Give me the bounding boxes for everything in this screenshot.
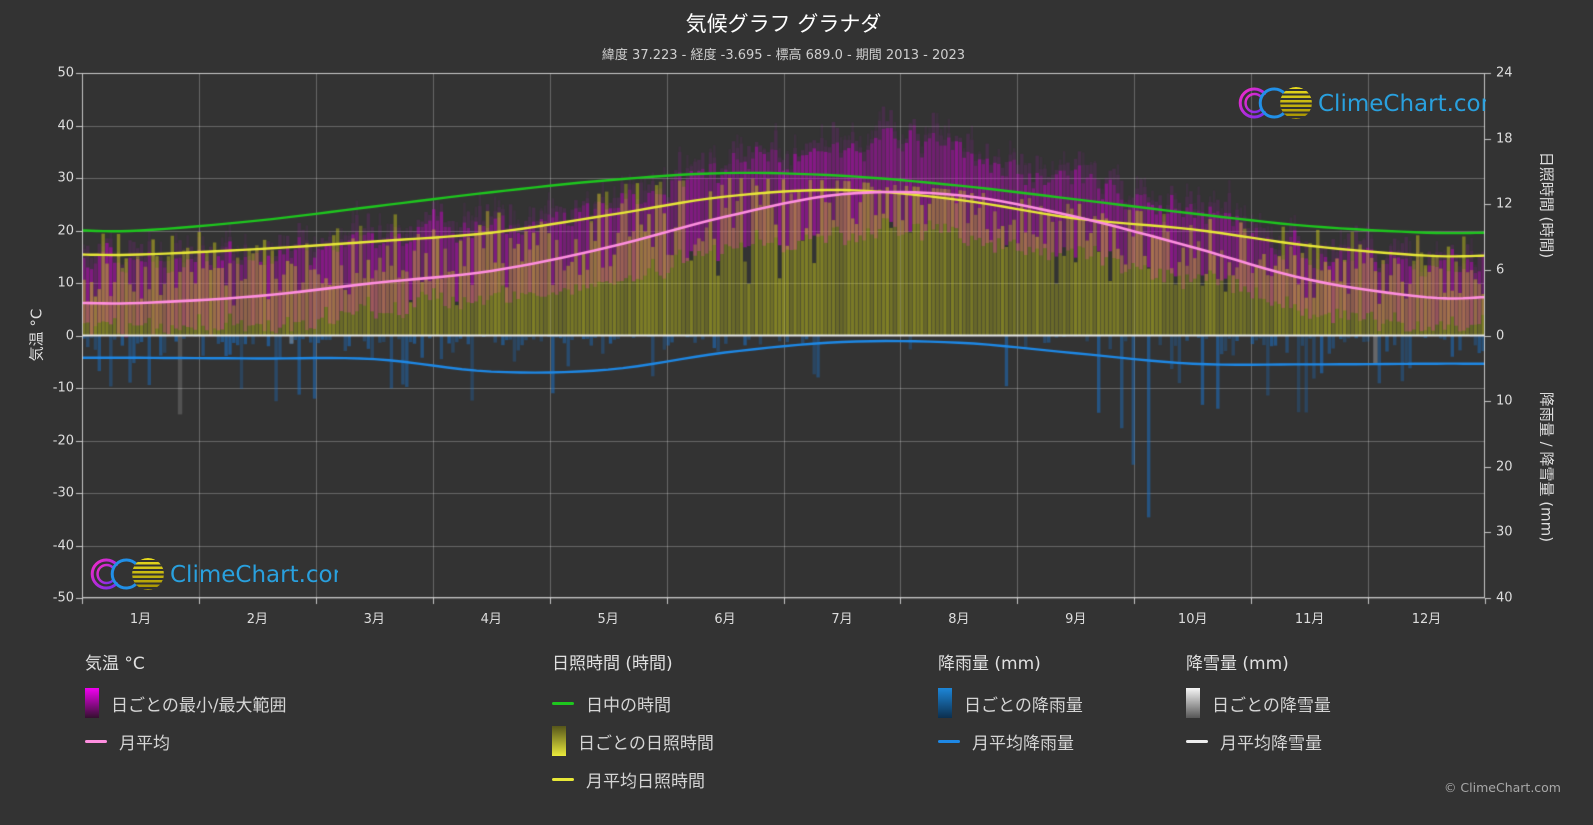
legend-title-temperature: 気温 °C [85,654,145,674]
copyright-text: © ClimeChart.com [1443,780,1561,795]
legend-group-sunshine: 日照時間 (時間) 日中の時間 日ごとの日照時間 月平均日照時間 [552,650,714,798]
sunshine-mean-line-icon [552,777,574,781]
sunshine-bar-swatch-icon [552,726,566,756]
snow-mean-line-icon [1186,739,1208,743]
logo-sun-ball-icon [132,558,164,590]
legend-title-snowfall: 降雪量 (mm) [1186,654,1289,674]
page-title: 気候グラフ グラナダ [685,12,882,36]
logo-rings-icon [90,558,138,590]
legend-item-temp-mean: 月平均 [85,722,287,760]
legend-label: 月平均日照時間 [586,771,705,792]
legend-label: 日中の時間 [586,695,671,716]
temp-mean-line-icon [85,739,107,743]
legend-label: 日ごとの降雨量 [964,695,1083,716]
legend-item-temp-range: 日ごとの最小/最大範囲 [85,684,287,722]
legend-item-rain-daily: 日ごとの降雨量 [938,684,1083,722]
legend-label: 日ごとの最小/最大範囲 [111,695,287,716]
sun-axis-title: 日照時間 (時間) [1537,151,1556,259]
logo-rings-icon [1238,87,1286,119]
daylight-line-icon [552,701,574,705]
precip-axis-title: 降雨量 / 降雪量 (mm) [1537,391,1556,543]
watermark-text: ClimeChart.com [170,562,338,588]
legend-item-sunshine-mean: 月平均日照時間 [552,760,714,798]
legend-group-snowfall: 降雪量 (mm) 日ごとの降雪量 月平均降雪量 [1186,650,1331,760]
legend-item-rain-mean: 月平均降雨量 [938,722,1083,760]
legend-item-sunshine-daily: 日ごとの日照時間 [552,722,714,760]
legend-label: 月平均 [119,733,170,754]
snow-bar-swatch-icon [1186,688,1200,718]
climechart-logo-top: ClimeChart.com [1238,87,1486,119]
legend-label: 月平均降雪量 [1220,733,1322,754]
legend-item-snow-daily: 日ごとの降雪量 [1186,684,1331,722]
climechart-logo-bottom: ClimeChart.com [90,558,338,590]
legend-item-snow-mean: 月平均降雪量 [1186,722,1331,760]
rain-bar-swatch-icon [938,688,952,718]
legend-group-rainfall: 降雨量 (mm) 日ごとの降雨量 月平均降雨量 [938,650,1083,760]
watermark-text: ClimeChart.com [1318,91,1486,117]
temp-range-swatch-icon [85,688,99,718]
temp-axis-title: 気温 °C [27,308,46,362]
legend-item-daylight: 日中の時間 [552,684,714,722]
page-subtitle: 緯度 37.223 - 経度 -3.695 - 標高 689.0 - 期間 20… [601,48,966,63]
rain-mean-line-icon [938,739,960,743]
legend-title-rainfall: 降雨量 (mm) [938,654,1041,674]
legend-group-temperature: 気温 °C 日ごとの最小/最大範囲 月平均 [85,650,287,760]
legend-label: 月平均降雨量 [972,733,1074,754]
legend-label: 日ごとの降雪量 [1212,695,1331,716]
legend-title-sunshine: 日照時間 (時間) [552,654,673,674]
legend-label: 日ごとの日照時間 [578,733,714,754]
